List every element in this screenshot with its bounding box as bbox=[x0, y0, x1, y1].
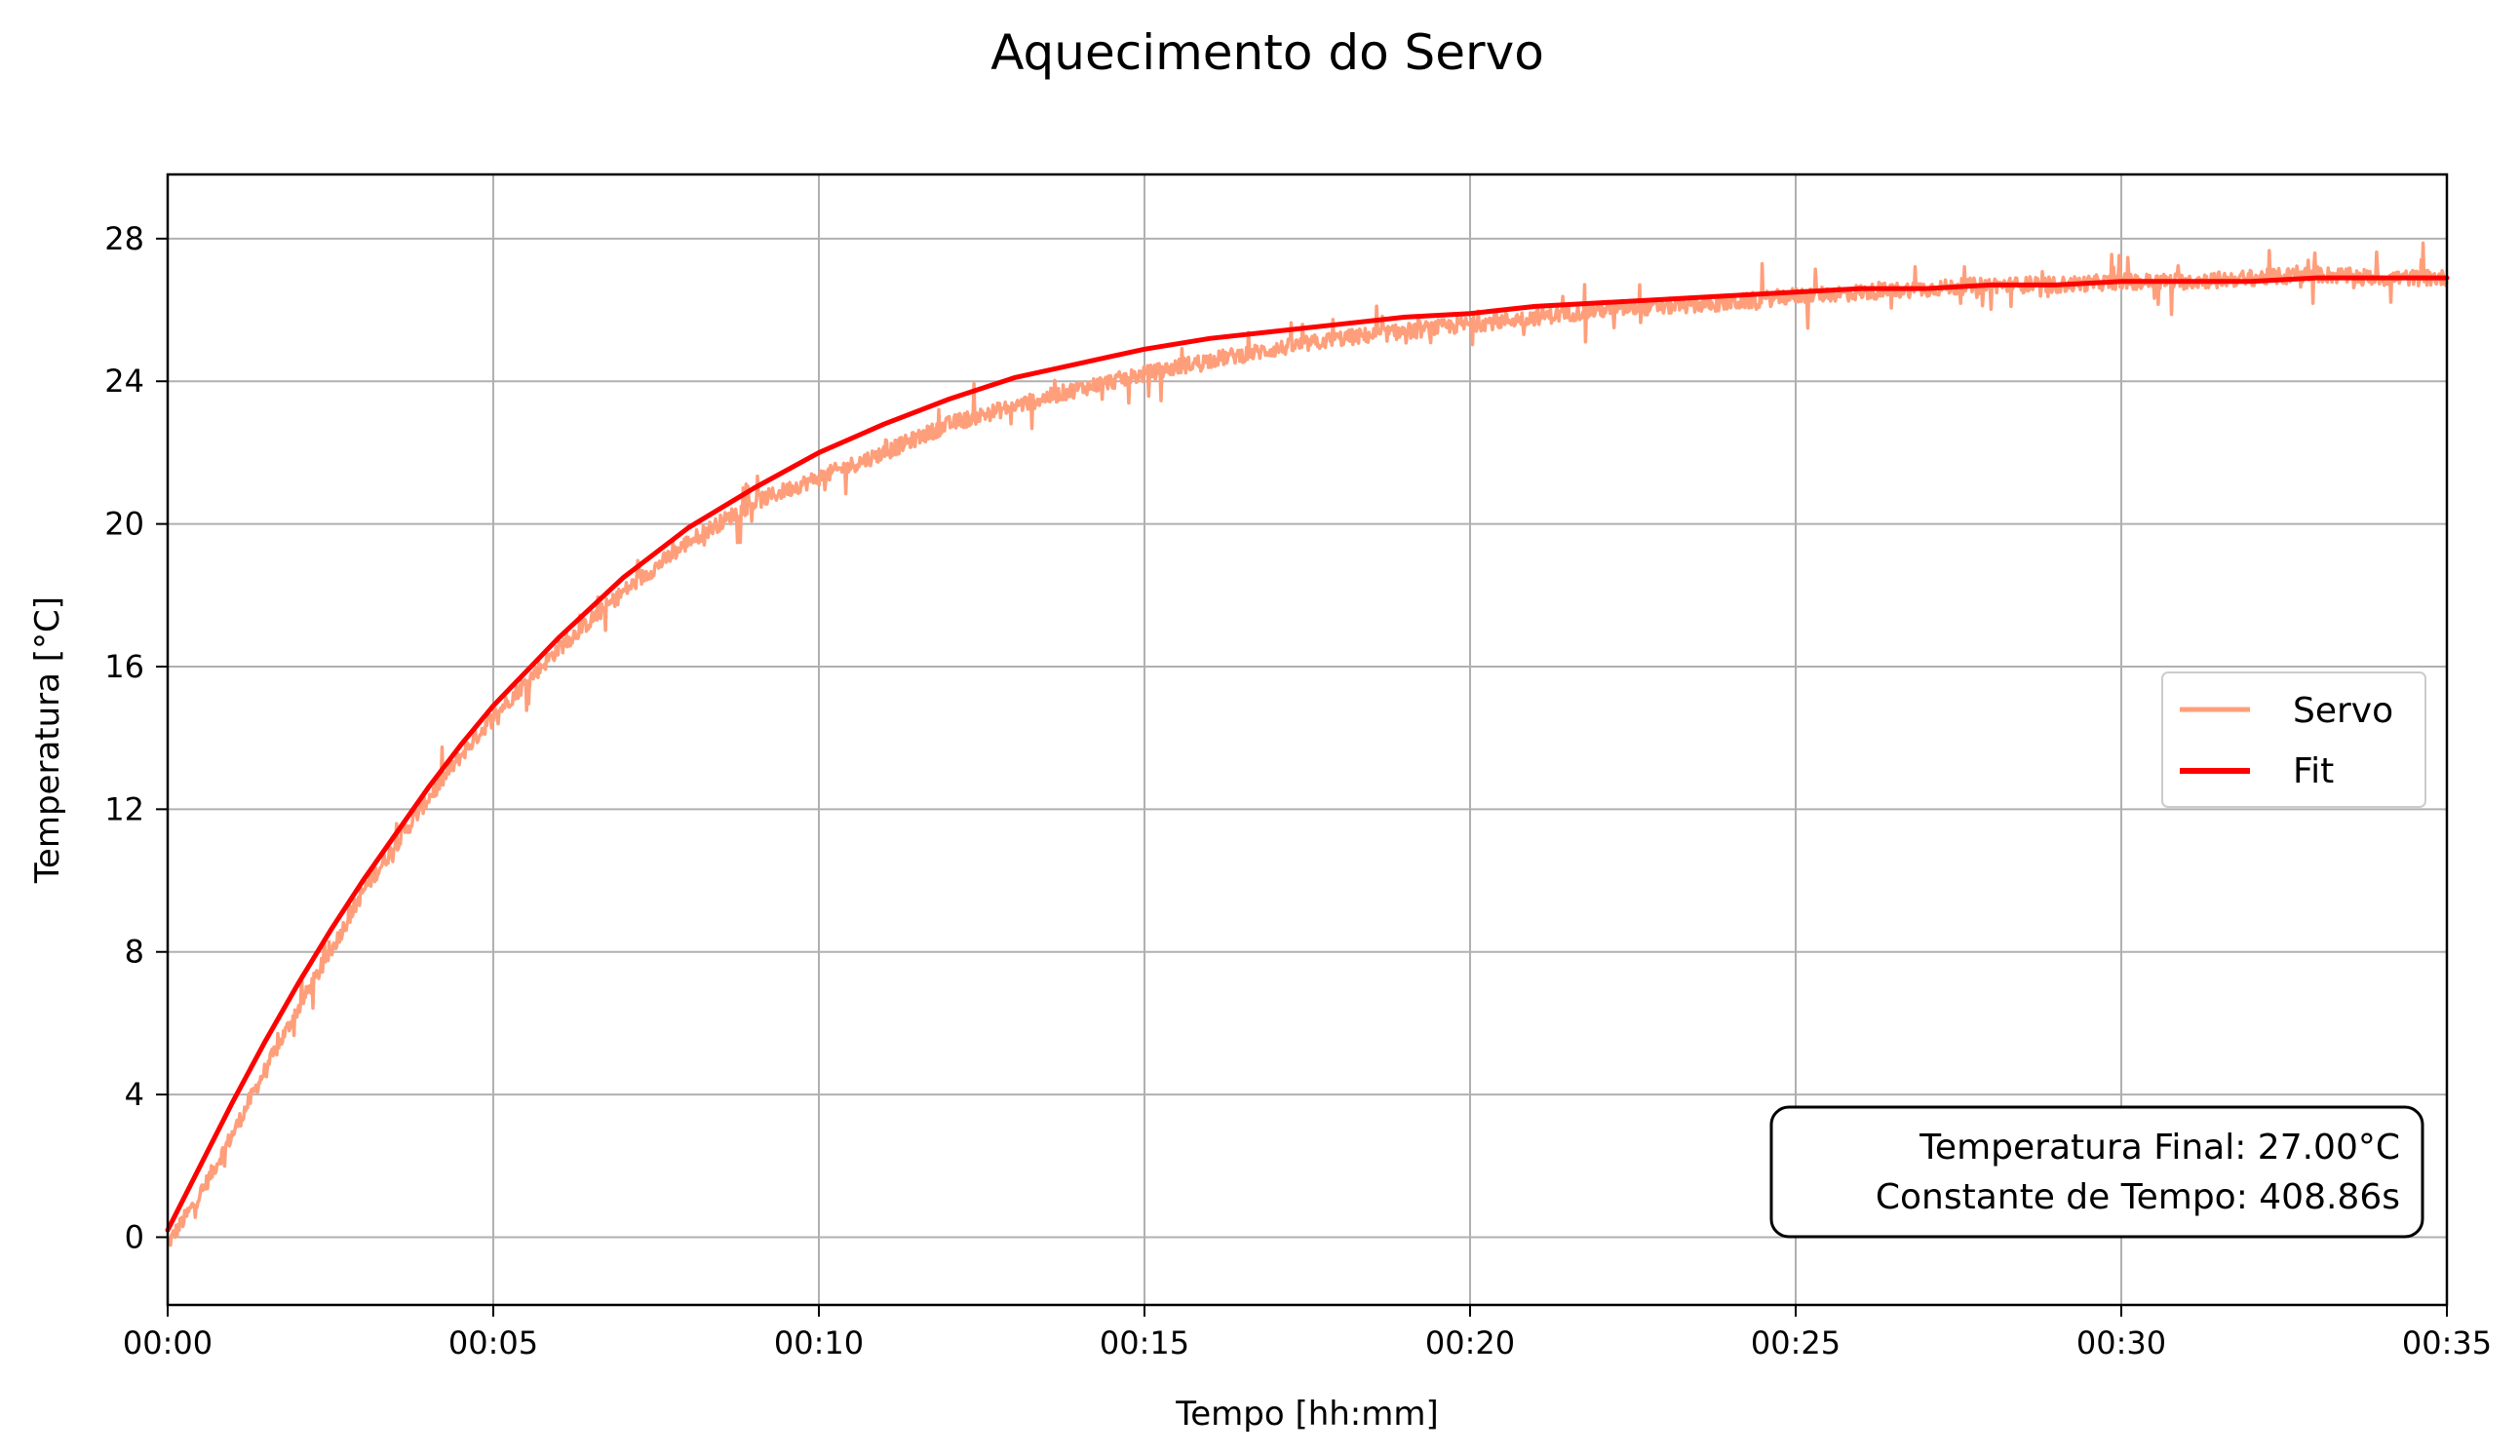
legend-label-servo: Servo bbox=[2293, 691, 2393, 731]
annotation-box: Temperatura Final: 27.00°C Constante de … bbox=[1769, 1105, 2424, 1239]
plot-frame bbox=[166, 172, 2449, 1307]
x-tick-label: 00:35 bbox=[2402, 1324, 2492, 1361]
series-layer bbox=[165, 241, 2450, 1247]
y-axis-label: Temperatura [°C] bbox=[28, 596, 67, 884]
y-tick-label: 28 bbox=[104, 220, 144, 257]
x-tick-label: 00:30 bbox=[2076, 1324, 2166, 1361]
x-tick-label: 00:05 bbox=[448, 1324, 538, 1361]
ticks: 00:00 00:05 00:10 00:15 00:20 00:25 00:30 00:35… bbox=[104, 220, 2492, 1361]
x-tick-label: 00:20 bbox=[1425, 1324, 1515, 1361]
legend: Servo Fit bbox=[2161, 671, 2426, 808]
x-tick-label: 00:00 bbox=[123, 1324, 213, 1361]
chart-title: Aquecimento do Servo bbox=[990, 24, 1544, 81]
series-line-servo bbox=[166, 241, 2449, 1247]
annotation-line-2: Constante de Tempo: 408.86s bbox=[1876, 1177, 2400, 1217]
annotation-frame bbox=[1769, 1105, 2424, 1239]
y-tick-label: 0 bbox=[125, 1218, 144, 1255]
y-tick-label: 8 bbox=[125, 934, 144, 971]
annotation-line-1: Temperatura Final: 27.00°C bbox=[1919, 1128, 2400, 1168]
y-tick-label: 16 bbox=[104, 648, 144, 685]
legend-label-fit: Fit bbox=[2293, 751, 2334, 791]
x-tick-label: 00:25 bbox=[1751, 1324, 1841, 1361]
y-tick-label: 20 bbox=[104, 506, 144, 543]
x-tick-label: 00:15 bbox=[1100, 1324, 1189, 1361]
x-tick-label: 00:10 bbox=[774, 1324, 864, 1361]
x-axis-label: Tempo [hh:mm] bbox=[1175, 1395, 1439, 1434]
y-tick-label: 12 bbox=[104, 790, 144, 827]
y-tick-label: 4 bbox=[125, 1076, 144, 1113]
y-tick-label: 24 bbox=[104, 363, 144, 400]
series-line-fit bbox=[165, 275, 2450, 1233]
